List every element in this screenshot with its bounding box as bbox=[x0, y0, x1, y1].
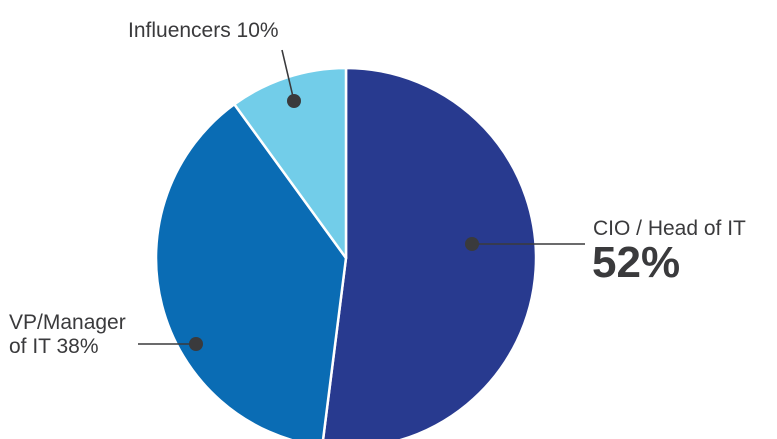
label-influencers: Influencers 10% bbox=[128, 19, 279, 42]
leader-cio bbox=[465, 237, 585, 251]
label-vp-line2: of IT 38% bbox=[9, 335, 99, 358]
pie-slice-vp-manager-of-it bbox=[154, 103, 348, 439]
label-cio-percent: 52% bbox=[592, 238, 680, 287]
label-cio-title: CIO / Head of IT bbox=[593, 217, 746, 240]
leader-vp bbox=[138, 337, 203, 351]
pie-slice-influencers bbox=[233, 66, 348, 260]
pie-slices bbox=[154, 66, 538, 439]
leader-influencers bbox=[281, 49, 301, 108]
label-vp-line1: VP/Manager bbox=[9, 311, 126, 334]
pie-slice-cio-head-of-it bbox=[321, 66, 538, 439]
